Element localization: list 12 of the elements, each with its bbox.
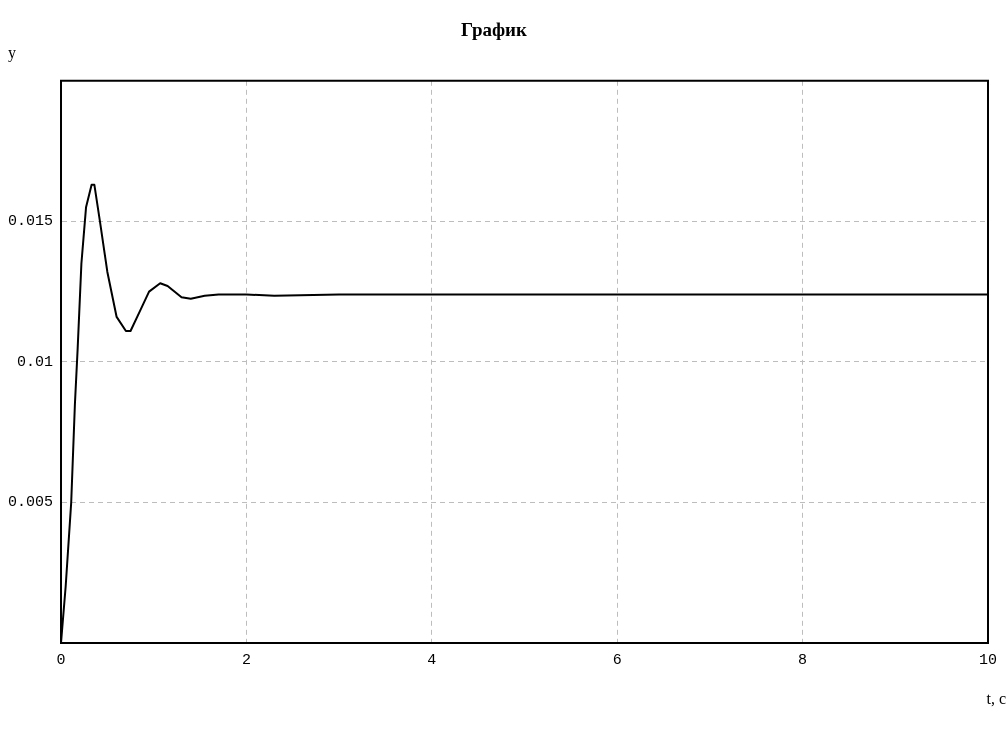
x-axis-title: t, c: [986, 690, 1006, 708]
x-tick-label: 0: [56, 651, 66, 669]
x-tick-label: 4: [427, 651, 437, 669]
x-tick-label: 2: [241, 651, 251, 669]
y-tick-label: 0.015: [7, 213, 54, 231]
y-tick-label: 0.01: [16, 353, 54, 371]
y-tick-label: 0.005: [7, 494, 54, 512]
y-axis-title: y: [8, 44, 16, 62]
chart-title: График: [461, 19, 528, 41]
x-tick-label: 10: [978, 651, 998, 669]
x-tick-label: 6: [612, 651, 622, 669]
x-tick-label: 8: [798, 651, 808, 669]
